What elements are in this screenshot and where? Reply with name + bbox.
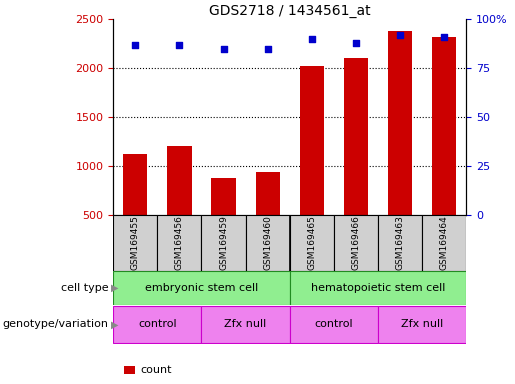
Text: control: control [315, 319, 353, 329]
Bar [113, 271, 289, 305]
Bar [113, 215, 158, 271]
Text: GSM169465: GSM169465 [307, 215, 316, 270]
Text: GSM169456: GSM169456 [175, 215, 184, 270]
Bar [300, 66, 324, 264]
Text: embryonic stem cell: embryonic stem cell [145, 283, 258, 293]
Text: GSM169455: GSM169455 [131, 215, 140, 270]
Text: ▶: ▶ [111, 283, 118, 293]
Bar [334, 215, 378, 271]
Text: hematopoietic stem cell: hematopoietic stem cell [311, 283, 445, 293]
Text: count: count [140, 365, 171, 375]
Point [352, 40, 360, 46]
Bar [255, 172, 280, 264]
Title: GDS2718 / 1434561_at: GDS2718 / 1434561_at [209, 4, 370, 18]
Point [440, 34, 448, 40]
Text: GSM169464: GSM169464 [439, 215, 449, 270]
Bar [432, 37, 456, 264]
Bar [246, 215, 289, 271]
Bar [378, 306, 466, 343]
Bar [123, 154, 147, 264]
Bar [378, 215, 422, 271]
Text: GSM169460: GSM169460 [263, 215, 272, 270]
Text: GSM169463: GSM169463 [396, 215, 404, 270]
Bar [212, 178, 236, 264]
Bar [201, 215, 246, 271]
Point [307, 36, 316, 42]
Text: ▶: ▶ [111, 319, 118, 329]
Bar [289, 271, 466, 305]
Text: cell type: cell type [61, 283, 108, 293]
Point [219, 46, 228, 52]
Bar [158, 215, 201, 271]
Bar [422, 215, 466, 271]
Bar [289, 215, 334, 271]
Bar [201, 306, 289, 343]
Point [396, 32, 404, 38]
Text: control: control [138, 319, 177, 329]
Point [131, 41, 140, 48]
Point [175, 41, 183, 48]
Text: Zfx null: Zfx null [225, 319, 267, 329]
Point [264, 46, 272, 52]
Bar [167, 146, 192, 264]
Bar [344, 58, 368, 264]
Text: genotype/variation: genotype/variation [2, 319, 108, 329]
Text: GSM169459: GSM169459 [219, 215, 228, 270]
Bar [113, 306, 201, 343]
Bar [388, 31, 412, 264]
Text: GSM169466: GSM169466 [351, 215, 360, 270]
Text: Zfx null: Zfx null [401, 319, 443, 329]
Bar [289, 306, 378, 343]
